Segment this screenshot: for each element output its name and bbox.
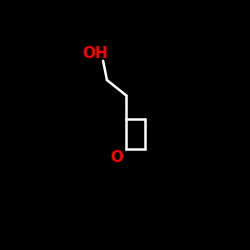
Text: O: O [110, 150, 123, 164]
Text: OH: OH [82, 46, 108, 60]
